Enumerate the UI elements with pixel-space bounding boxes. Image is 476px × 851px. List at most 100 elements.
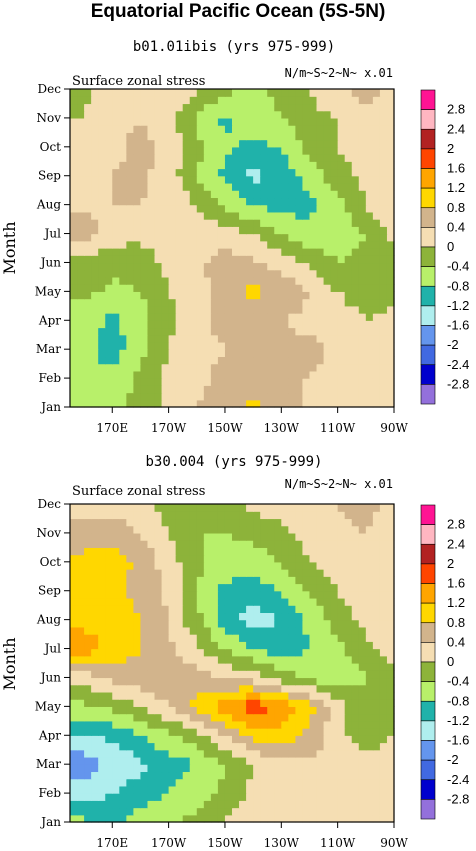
heat-cell [224, 117, 233, 126]
heat-cell [253, 735, 261, 744]
heat-cell [358, 117, 367, 126]
heat-cell [119, 691, 127, 700]
heat-cell [182, 540, 191, 548]
heat-cell [203, 211, 212, 220]
heat-cell [168, 655, 177, 664]
heat-cell [161, 291, 170, 300]
heat-cell [140, 356, 149, 365]
heat-cell [379, 518, 388, 527]
heat-cell [372, 233, 381, 242]
heat-cell [126, 525, 134, 534]
heat-cell [295, 305, 304, 314]
heat-cell [77, 255, 85, 264]
heat-cell [105, 182, 113, 191]
panel-2-ylabel: Month [0, 637, 19, 690]
heat-cell [351, 605, 360, 614]
heat-cell [302, 597, 311, 606]
heat-cell [302, 728, 311, 736]
heat-cell [168, 262, 177, 271]
heat-cell [316, 706, 325, 715]
heat-cell [309, 677, 318, 686]
heat-cell [358, 561, 367, 570]
heat-cell [112, 146, 120, 155]
heat-cell [175, 728, 184, 736]
heat-cell [84, 634, 92, 642]
heat-cell [232, 284, 240, 292]
heat-cell [112, 240, 120, 249]
heat-cell [309, 226, 318, 235]
heat-cell [295, 291, 304, 300]
heat-cell [365, 190, 374, 199]
heat-cell [351, 146, 360, 155]
heat-cell [344, 641, 353, 650]
heat-cell [189, 89, 198, 97]
heat-cell [267, 291, 275, 300]
heat-cell [281, 814, 289, 823]
heat-cell [112, 255, 120, 264]
heat-cell [189, 125, 198, 133]
heat-cell [302, 713, 311, 722]
heat-cell [196, 670, 205, 679]
heat-cell [224, 706, 233, 715]
heat-cell [253, 276, 261, 285]
heat-cell [358, 699, 367, 707]
heat-cell [168, 103, 177, 112]
heat-cell [224, 327, 233, 336]
heat-cell [182, 670, 191, 679]
heat-cell [295, 699, 304, 707]
heat-cell [358, 511, 367, 520]
heat-cell [168, 320, 177, 329]
heat-cell [161, 706, 170, 715]
heat-cell [154, 117, 163, 126]
heat-cell [126, 392, 134, 401]
heat-cell [232, 132, 240, 141]
heat-cell [189, 670, 198, 679]
heat-cell [70, 713, 78, 722]
heat-cell [281, 634, 289, 642]
heat-cell [140, 677, 149, 686]
heat-cell [140, 298, 149, 307]
heat-cell [253, 168, 261, 177]
heat-cell [379, 597, 388, 606]
heat-cell [182, 182, 191, 191]
heat-cell [217, 655, 226, 664]
heat-cell [217, 226, 226, 235]
heat-cell [161, 320, 170, 329]
heat-cell [91, 96, 99, 105]
heat-cell [309, 597, 318, 606]
heat-cell [126, 378, 134, 386]
heat-cell [70, 370, 78, 379]
heat-cell [260, 154, 268, 162]
heat-cell [288, 298, 296, 307]
heat-cell [112, 110, 120, 119]
heat-cell [379, 392, 388, 401]
heat-cell [168, 634, 177, 642]
heat-cell [77, 233, 85, 242]
colorbar-swatch [420, 622, 436, 643]
heat-cell [365, 276, 374, 285]
heat-cell [70, 655, 78, 664]
heat-cell [119, 146, 127, 155]
heat-cell [232, 778, 240, 787]
heat-cell [70, 626, 78, 635]
heat-cell [358, 583, 367, 592]
heat-cell [372, 511, 381, 520]
heat-cell [365, 349, 374, 358]
heat-cell [358, 793, 367, 801]
heat-cell [126, 154, 134, 162]
heat-cell [154, 532, 163, 541]
heat-cell [168, 240, 177, 249]
heat-cell [70, 154, 78, 162]
heat-cell [196, 764, 205, 773]
heat-cell [281, 583, 289, 592]
heat-cell [147, 233, 156, 242]
heat-cell [189, 370, 198, 379]
heat-cell [253, 175, 261, 184]
heat-cell [98, 204, 106, 213]
heat-cell [91, 392, 99, 401]
heat-cell [175, 269, 184, 278]
heat-cell [239, 168, 247, 177]
heat-cell [274, 298, 282, 307]
heat-cell [288, 190, 296, 199]
heat-cell [302, 590, 311, 599]
